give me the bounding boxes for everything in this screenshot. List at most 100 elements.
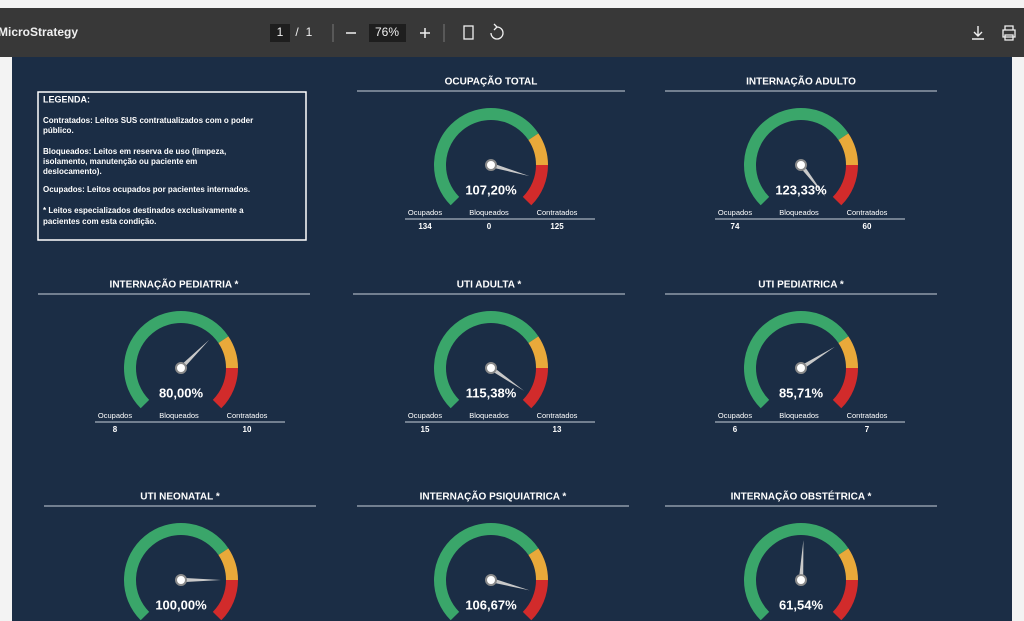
gauge-hub xyxy=(485,159,497,171)
legend-line: Ocupados: Leitos ocupados por pacientes … xyxy=(43,185,250,194)
gauge-band xyxy=(522,164,548,206)
count-value: 13 xyxy=(553,425,562,434)
gauge-band xyxy=(434,108,539,206)
gauge-hub xyxy=(795,362,807,374)
legend-line: * Leitos especializados destinados exclu… xyxy=(43,206,244,215)
gauge-value: 100,00% xyxy=(155,597,207,612)
page-separator: / xyxy=(295,25,299,39)
gauge-band xyxy=(124,311,229,409)
gauge-band xyxy=(528,548,548,581)
column-label: Contratados xyxy=(537,208,578,217)
zoom-input[interactable] xyxy=(369,24,406,42)
column-label: Contratados xyxy=(847,208,888,217)
gauge-band xyxy=(838,548,858,581)
gauge-hub xyxy=(175,574,187,586)
column-label: Bloqueados xyxy=(469,208,509,217)
gauge-value: 115,38% xyxy=(466,385,517,400)
gauge-needle xyxy=(490,162,530,177)
column-label: Contratados xyxy=(537,411,578,420)
gauge-band xyxy=(218,336,238,369)
gauge-title: INTERNAÇÃO PEDIATRIA * xyxy=(110,278,239,291)
gauge-band xyxy=(522,367,548,409)
gauge-hub xyxy=(795,574,807,586)
gauge-band xyxy=(212,579,238,621)
gauge-title: INTERNAÇÃO ADULTO xyxy=(746,75,856,88)
rotate-button[interactable] xyxy=(490,23,504,40)
gauge-needle xyxy=(181,577,221,583)
count-value: 15 xyxy=(421,425,430,434)
legend-line: pacientes com esta condição. xyxy=(43,217,156,226)
count-value: 7 xyxy=(865,425,870,434)
gauge-needle xyxy=(799,346,835,370)
gauge-needle xyxy=(798,540,804,581)
gauge-band xyxy=(832,579,858,621)
legend-line: deslocamento). xyxy=(43,167,102,176)
gauge-band xyxy=(212,367,238,409)
gauge-title: OCUPAÇÃO TOTAL xyxy=(445,75,538,88)
gauge-needle xyxy=(799,163,826,197)
gauge-band xyxy=(744,108,849,206)
gauge-title: UTI ADULTA * xyxy=(457,280,522,291)
gauge-band xyxy=(832,367,858,409)
zoom-in-button[interactable] xyxy=(420,28,430,38)
toolbar xyxy=(0,8,1024,57)
gauge-hub xyxy=(485,362,497,374)
download-button[interactable] xyxy=(972,26,984,40)
gauge-band xyxy=(434,523,539,621)
gauge-band xyxy=(838,336,858,369)
count-value: 134 xyxy=(418,222,432,231)
column-label: Ocupados xyxy=(718,208,752,217)
column-label: Bloqueados xyxy=(159,411,199,420)
page-total: 1 xyxy=(306,25,313,39)
gauge-band xyxy=(838,133,858,166)
gauge-title: UTI PEDIATRICA * xyxy=(758,280,844,291)
count-value: 8 xyxy=(113,425,118,434)
gauge-band xyxy=(832,164,858,206)
count-value: 6 xyxy=(733,425,738,434)
app-name: MicroStrategy xyxy=(0,25,78,39)
gauge-value: 107,20% xyxy=(465,182,517,197)
gauge-title: INTERNAÇÃO PSIQUIATRICA * xyxy=(420,490,567,503)
gauge-value: 106,67% xyxy=(465,597,517,612)
gauge-hub xyxy=(795,159,807,171)
count-value: 60 xyxy=(863,222,872,231)
count-value: 74 xyxy=(731,222,740,231)
print-button[interactable] xyxy=(1002,25,1016,41)
column-label: Contratados xyxy=(847,411,888,420)
gauge-value: 80,00% xyxy=(159,385,204,400)
gauge-needle xyxy=(179,339,210,370)
legend-line: isolamento, manutenção ou paciente em xyxy=(43,157,197,166)
column-label: Ocupados xyxy=(98,411,132,420)
column-label: Bloqueados xyxy=(779,411,819,420)
legend-line: público. xyxy=(43,126,74,135)
gauge-band xyxy=(218,548,238,581)
gauge-needle xyxy=(489,366,524,391)
fit-page-button[interactable] xyxy=(463,25,474,40)
gauge-hub xyxy=(175,362,187,374)
legend-title: LEGENDA: xyxy=(43,94,90,104)
legend-line: Bloqueados: Leitos em reserva de uso (li… xyxy=(43,147,226,156)
count-value: 125 xyxy=(550,222,564,231)
gauge-band xyxy=(124,523,229,621)
gauge-hub xyxy=(485,574,497,586)
gauge-value: 61,54% xyxy=(779,597,824,612)
gauge-band xyxy=(522,579,548,621)
column-label: Ocupados xyxy=(408,411,442,420)
page-input[interactable] xyxy=(270,24,290,42)
gauge-value: 123,33% xyxy=(775,182,827,197)
page-current[interactable]: 1 xyxy=(277,25,284,39)
column-label: Bloqueados xyxy=(779,208,819,217)
gauge-title: UTI NEONATAL * xyxy=(140,492,220,503)
legend-box xyxy=(37,91,307,241)
column-label: Bloqueados xyxy=(469,411,509,420)
count-value: 0 xyxy=(487,222,492,231)
column-label: Ocupados xyxy=(718,411,752,420)
zoom-level[interactable]: 76% xyxy=(375,25,399,39)
gauge-band xyxy=(528,133,548,166)
gauge-title: INTERNAÇÃO OBSTÉTRICA * xyxy=(731,490,872,503)
column-label: Contratados xyxy=(227,411,268,420)
gauge-band xyxy=(434,311,539,409)
gauge-band xyxy=(744,311,849,409)
column-label: Ocupados xyxy=(408,208,442,217)
